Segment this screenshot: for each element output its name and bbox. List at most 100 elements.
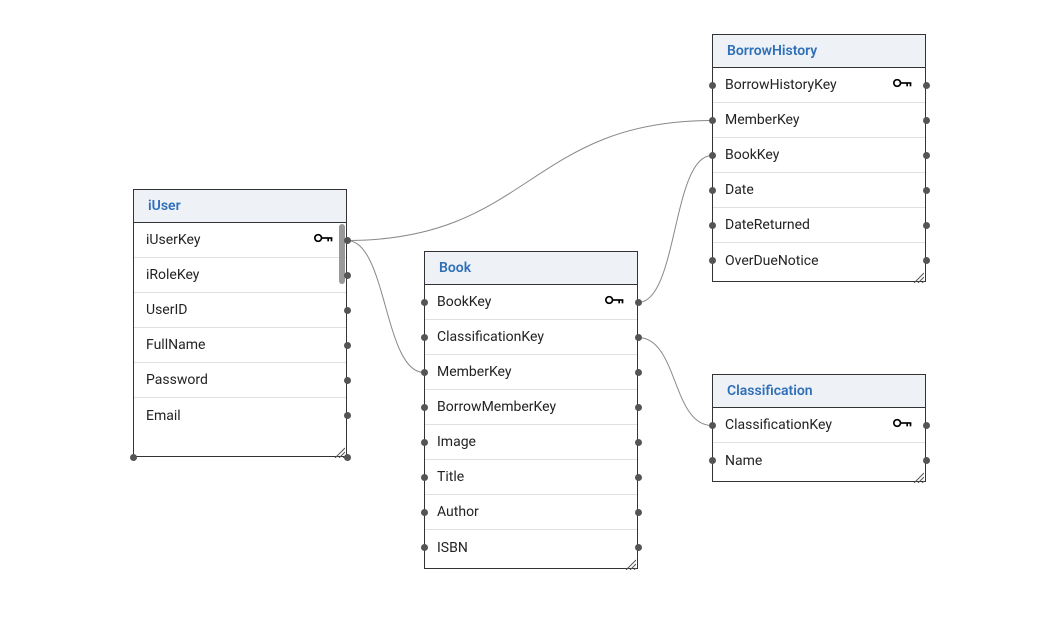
field-row[interactable]: OverDueNotice (713, 243, 925, 278)
entity-Book[interactable]: Book BookKey ClassificationKey MemberKey Bor… (424, 251, 638, 569)
connection-port[interactable] (421, 404, 428, 411)
field-row[interactable]: ClassificationKey (713, 408, 925, 443)
relationship-edge[interactable] (638, 156, 712, 303)
field-name: BookKey (437, 294, 605, 310)
field-row[interactable]: MemberKey (713, 103, 925, 138)
field-row[interactable]: MemberKey (425, 355, 637, 390)
field-row[interactable]: DateReturned (713, 208, 925, 243)
erd-canvas[interactable]: iUseriUserKeyiRoleKey UserID FullName Passw… (0, 0, 1040, 620)
field-name: Email (146, 408, 334, 424)
relationship-edge[interactable] (638, 338, 712, 426)
connection-port[interactable] (421, 474, 428, 481)
field-name: Image (437, 434, 625, 450)
field-row[interactable]: BookKey (713, 138, 925, 173)
connection-port[interactable] (344, 377, 351, 384)
connection-port[interactable] (923, 222, 930, 229)
connection-port[interactable] (635, 369, 642, 376)
entity-header[interactable]: iUser (134, 190, 346, 223)
field-name: BorrowHistoryKey (725, 77, 893, 93)
field-name: FullName (146, 337, 334, 353)
field-row[interactable]: ClassificationKey (425, 320, 637, 355)
connection-port[interactable] (344, 237, 351, 244)
field-name: Password (146, 372, 334, 388)
key-icon (605, 294, 625, 306)
connection-port[interactable] (923, 422, 930, 429)
primary-key-icon (605, 294, 625, 310)
connection-port[interactable] (923, 82, 930, 89)
connection-port[interactable] (635, 404, 642, 411)
field-name: OverDueNotice (725, 253, 913, 269)
connection-port[interactable] (923, 152, 930, 159)
field-row[interactable]: BookKey (425, 285, 637, 320)
field-row[interactable]: Title (425, 460, 637, 495)
connection-port[interactable] (709, 117, 716, 124)
resize-handle[interactable] (333, 443, 345, 455)
connection-port[interactable] (344, 307, 351, 314)
resize-handle[interactable] (912, 468, 924, 480)
connection-port[interactable] (923, 457, 930, 464)
connection-port[interactable] (923, 187, 930, 194)
relationship-edge[interactable] (347, 241, 424, 373)
connection-port[interactable] (421, 544, 428, 551)
field-row[interactable]: FullName (134, 328, 346, 363)
field-row[interactable]: UserID (134, 293, 346, 328)
resize-handle-icon (912, 471, 924, 483)
entity-header[interactable]: BorrowHistory (713, 35, 925, 68)
resize-handle[interactable] (624, 555, 636, 567)
connection-port[interactable] (635, 299, 642, 306)
field-row[interactable]: BorrowHistoryKey (713, 68, 925, 103)
field-name: MemberKey (725, 112, 913, 128)
connection-port[interactable] (344, 272, 351, 279)
connection-port[interactable] (635, 439, 642, 446)
field-row[interactable]: ISBN (425, 530, 637, 565)
field-row[interactable]: BorrowMemberKey (425, 390, 637, 425)
field-row[interactable]: iRoleKey (134, 258, 346, 293)
connection-port[interactable] (709, 187, 716, 194)
connection-port[interactable] (709, 422, 716, 429)
field-name: UserID (146, 302, 334, 318)
field-name: DateReturned (725, 217, 913, 233)
connection-port[interactable] (421, 439, 428, 446)
connection-port[interactable] (635, 334, 642, 341)
field-row[interactable]: iUserKey (134, 223, 346, 258)
field-row[interactable]: Password (134, 363, 346, 398)
field-name: Author (437, 504, 625, 520)
field-name: BorrowMemberKey (437, 399, 625, 415)
connection-port[interactable] (923, 117, 930, 124)
entity-BorrowHistory[interactable]: BorrowHistory BorrowHistoryKey MemberKey Bo… (712, 34, 926, 282)
connection-port[interactable] (344, 412, 351, 419)
resize-handle[interactable] (912, 268, 924, 280)
field-name: Date (725, 182, 913, 198)
connection-port[interactable] (709, 222, 716, 229)
relationship-edge[interactable] (347, 121, 712, 241)
connection-port[interactable] (130, 454, 137, 461)
field-name: ISBN (437, 540, 625, 556)
connection-port[interactable] (709, 457, 716, 464)
connection-port[interactable] (709, 257, 716, 264)
connection-port[interactable] (344, 342, 351, 349)
connection-port[interactable] (709, 82, 716, 89)
connection-port[interactable] (421, 334, 428, 341)
connection-port[interactable] (421, 509, 428, 516)
connection-port[interactable] (421, 299, 428, 306)
field-row[interactable]: Image (425, 425, 637, 460)
field-row[interactable]: Date (713, 173, 925, 208)
field-row[interactable]: Name (713, 443, 925, 478)
field-row[interactable]: Author (425, 495, 637, 530)
connection-port[interactable] (344, 454, 351, 461)
connection-port[interactable] (709, 152, 716, 159)
entity-header[interactable]: Book (425, 252, 637, 285)
connection-port[interactable] (421, 369, 428, 376)
field-row[interactable]: Email (134, 398, 346, 433)
field-name: BookKey (725, 147, 913, 163)
entity-iUser[interactable]: iUseriUserKeyiRoleKey UserID FullName Passw… (133, 189, 347, 457)
connection-port[interactable] (635, 509, 642, 516)
entity-header[interactable]: Classification (713, 375, 925, 408)
connection-port[interactable] (923, 257, 930, 264)
field-name: ClassificationKey (437, 329, 625, 345)
connection-port[interactable] (635, 544, 642, 551)
primary-key-icon (893, 417, 913, 433)
connection-port[interactable] (635, 474, 642, 481)
key-icon (314, 232, 334, 244)
entity-Classification[interactable]: ClassificationClassificationKeyName (712, 374, 926, 482)
